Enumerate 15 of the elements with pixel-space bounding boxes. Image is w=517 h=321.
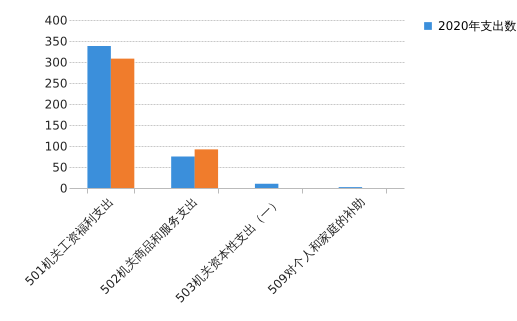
y-tick-label: 400	[44, 14, 68, 28]
y-tick-label: 350	[44, 34, 68, 48]
y-tick-label: 200	[44, 98, 68, 112]
bar	[110, 58, 134, 188]
y-tick-label: 300	[44, 56, 68, 70]
y-tick-label: 50	[52, 160, 68, 174]
y-tick-label: 150	[44, 118, 68, 132]
bar	[194, 149, 218, 188]
bar	[87, 46, 111, 188]
y-tick-label: 250	[44, 76, 68, 90]
legend-label: 2020年支出数	[438, 19, 517, 33]
bar	[254, 184, 278, 188]
bar	[171, 156, 195, 188]
y-tick-label: 100	[44, 140, 68, 154]
y-tick-label: 0	[60, 182, 68, 196]
